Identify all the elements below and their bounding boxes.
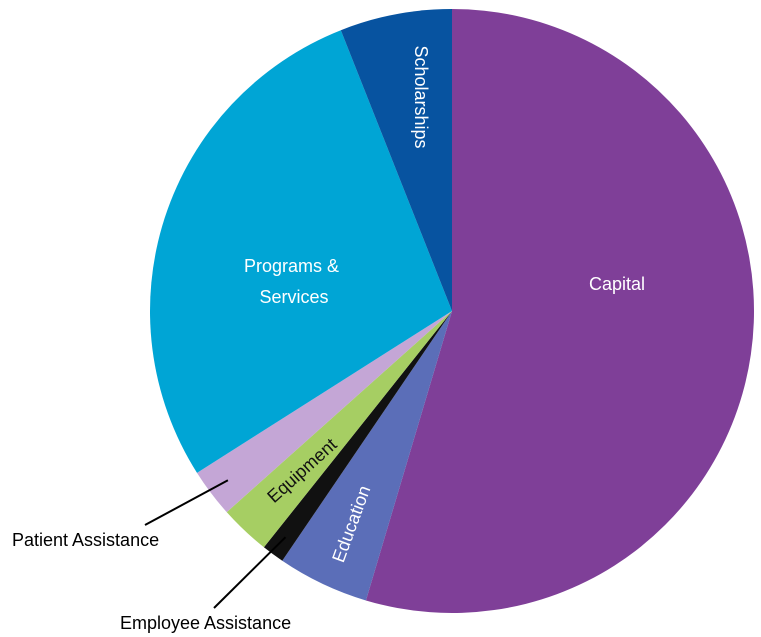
pie-slice-programs-services xyxy=(149,30,453,473)
pie-slice-capital xyxy=(365,9,755,613)
label-scholarships: Scholarships xyxy=(411,45,431,148)
pie-slices xyxy=(149,9,755,613)
label-programs-services: Programs & Services xyxy=(244,256,344,307)
label-capital: Capital xyxy=(589,274,645,294)
pie-slice-patient-assistance xyxy=(197,311,452,513)
label-employee-assistance: Employee Assistance xyxy=(120,613,291,633)
pie-slice-scholarships xyxy=(340,9,452,311)
pie-slice-employee-assistance xyxy=(263,311,452,561)
leader-line-patient-assistance xyxy=(144,479,229,526)
pie-slice-education xyxy=(282,311,452,601)
leader-line-employee-assistance xyxy=(213,536,287,609)
pie-slice-equipment xyxy=(226,311,452,548)
label-patient-assistance: Patient Assistance xyxy=(12,530,159,550)
leader-lines xyxy=(144,479,287,609)
